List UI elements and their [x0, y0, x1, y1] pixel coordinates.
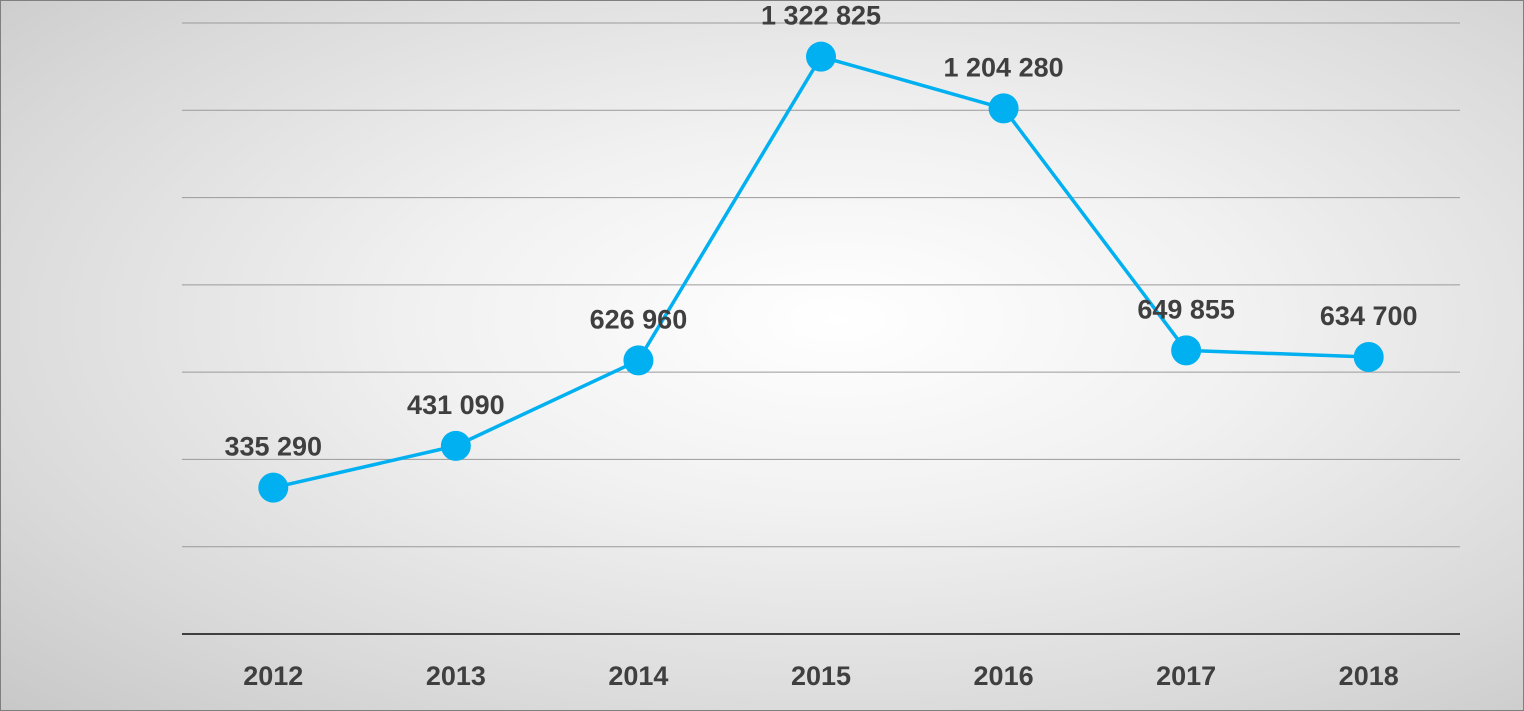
- series-polyline: [272, 54, 1369, 490]
- gridlines: [182, 22, 1460, 548]
- x-tick-label-2014: 2014: [608, 661, 668, 691]
- data-point-2016: [988, 93, 1019, 124]
- data-point-2015: [806, 41, 836, 72]
- data-label-2018: 634 700: [1320, 301, 1418, 331]
- data-label-2013: 431 090: [407, 390, 505, 420]
- x-tick-label-2015: 2015: [791, 661, 851, 691]
- data-label-2012: 335 290: [224, 432, 322, 462]
- data-label-2014: 626 960: [590, 304, 688, 334]
- x-tick-label-2018: 2018: [1339, 661, 1399, 691]
- data-point-2013: [440, 430, 471, 461]
- series-line: [272, 54, 1369, 490]
- data-point-2018: [1353, 341, 1384, 372]
- data-label-2015: 1 322 825: [761, 1, 881, 31]
- x-tick-label-2012: 2012: [243, 661, 303, 691]
- x-tick-label-2017: 2017: [1156, 661, 1216, 691]
- data-point-2017: [1171, 335, 1202, 366]
- data-label-2016: 1 204 280: [944, 52, 1064, 82]
- data-points: [258, 41, 1384, 503]
- data-point-2012: [258, 472, 289, 503]
- data-labels: 335 290 431 090 626 960 1 322 825 1 204 280 6…: [224, 1, 1417, 462]
- x-tick-label-2016: 2016: [974, 661, 1034, 691]
- data-point-2014: [623, 345, 654, 376]
- x-tick-label-2013: 2013: [426, 661, 486, 691]
- x-tick-labels: 2012 2013 2014 2015 2016 2017 2018: [243, 661, 1399, 691]
- data-label-2017: 649 855: [1137, 294, 1235, 324]
